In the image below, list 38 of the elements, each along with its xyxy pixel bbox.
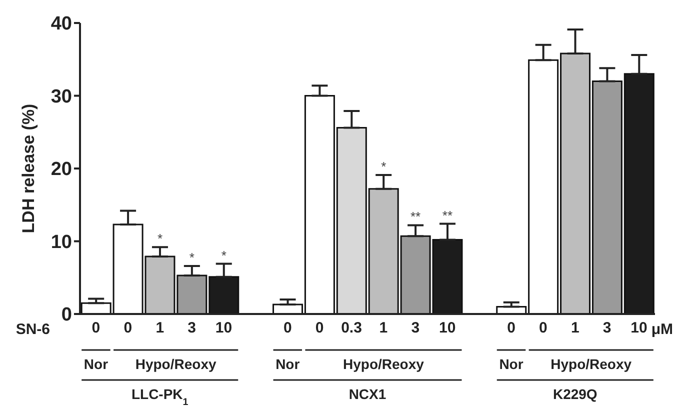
data-label: * <box>381 159 386 174</box>
y-tick-label: 30 <box>50 86 72 108</box>
text: Hypo/Reoxy <box>135 356 216 372</box>
x-tick-label: 1 <box>570 320 580 337</box>
x-tick-label: 3 <box>602 320 612 337</box>
x-tick-label: 0 <box>315 320 324 337</box>
data-label: * <box>157 231 163 246</box>
x-tick-label: 0.3 <box>341 320 362 337</box>
x-tick-label: 0 <box>507 320 516 337</box>
x-tick-label: 0 <box>283 320 292 337</box>
x-tick-label: 1 <box>379 320 388 337</box>
x-tick-label: 0 <box>539 320 548 337</box>
x-tick-label: 10 <box>439 320 456 337</box>
y-axis-title: LDH release (%) <box>19 104 38 234</box>
x-tick-label: 10 <box>215 320 232 337</box>
text: Nor <box>84 356 109 372</box>
data-label: * <box>189 250 194 265</box>
y-tick-label: 20 <box>50 159 72 180</box>
x-tick-label: 0 <box>124 320 132 337</box>
text: Hypo/Reoxy <box>343 356 424 372</box>
x-tick-label: 1 <box>156 320 164 337</box>
y-tick-label: 40 <box>50 14 72 35</box>
data-label: ** <box>410 209 421 224</box>
text: μM <box>651 321 673 338</box>
text: Nor <box>499 356 524 372</box>
x-axis-title: SN-6 <box>16 321 50 338</box>
text: LLC-PK$_{1}$ <box>131 386 189 408</box>
text: K229Q <box>552 386 598 402</box>
text: Hypo/Reoxy <box>550 356 632 372</box>
data-label: * <box>221 248 226 263</box>
text: NCX1 <box>348 386 386 402</box>
x-tick-label: 0 <box>92 320 100 337</box>
x-tick-label: 3 <box>188 320 196 337</box>
x-tick-label: 3 <box>411 320 420 337</box>
x-tick-label: 10 <box>630 320 648 337</box>
y-tick-label: 10 <box>50 232 72 253</box>
text: Nor <box>276 356 300 372</box>
data-label: ** <box>442 208 453 223</box>
